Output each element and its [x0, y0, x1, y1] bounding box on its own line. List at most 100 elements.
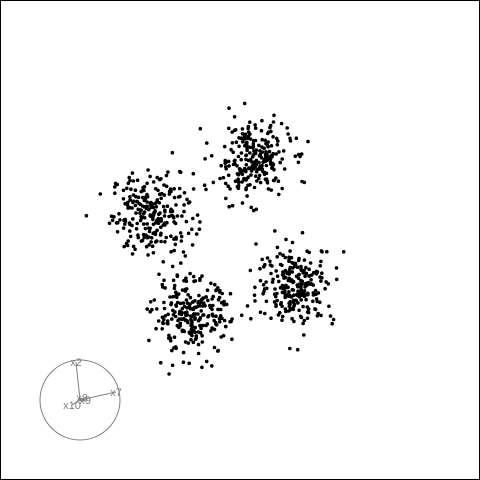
scatter-point	[284, 309, 288, 314]
axes-unit-circle	[39, 359, 121, 441]
scatter-point	[169, 234, 173, 238]
scatter-point	[113, 185, 117, 189]
scatter-point	[179, 234, 184, 239]
scatter-point	[274, 269, 279, 273]
scatter-point	[229, 147, 233, 152]
scatter-point	[190, 227, 194, 232]
scatter-point	[231, 150, 235, 155]
scatter-point	[172, 286, 177, 291]
scatter-point	[224, 196, 228, 201]
scatter-point	[133, 247, 137, 252]
scatter-point	[171, 278, 176, 283]
scatter-point	[143, 226, 148, 231]
scatter-point	[209, 154, 214, 158]
scatter-point	[178, 321, 183, 326]
scatter-point	[156, 319, 161, 323]
scatter-point	[260, 150, 265, 154]
scatter-point	[210, 364, 214, 368]
scatter-point	[264, 171, 269, 175]
scatter-point	[163, 286, 167, 290]
scatter-point	[178, 301, 183, 306]
scatter-point	[222, 144, 227, 149]
scatter-point	[183, 287, 188, 292]
scatter-point	[234, 140, 239, 144]
scatter-point	[264, 155, 268, 159]
axis-line-x2	[75, 361, 81, 401]
scatter-point	[212, 345, 217, 350]
scatter-point	[177, 325, 181, 330]
scatter-point	[246, 126, 250, 131]
scatter-point	[169, 302, 173, 307]
scatter-point	[271, 162, 276, 167]
scatter-point	[129, 187, 133, 191]
scatter-point	[275, 143, 280, 147]
scatter-point	[260, 257, 265, 262]
scatter-point	[296, 276, 301, 281]
scatter-point	[196, 319, 201, 323]
scatter-point	[187, 361, 191, 366]
scatter-point	[263, 138, 267, 143]
axis-label-x8: x8	[76, 393, 88, 405]
scatter-point	[309, 282, 314, 286]
scatter-point	[115, 230, 120, 234]
scatter-point	[201, 313, 206, 317]
scatter-point	[303, 274, 307, 279]
scatter-point	[193, 279, 198, 283]
scatter-point	[204, 187, 208, 192]
scatter-point	[288, 249, 292, 253]
scatter-point	[298, 154, 302, 159]
scatter-point	[200, 365, 204, 370]
scatter-point	[270, 280, 275, 284]
scatter-point	[152, 298, 157, 302]
scatter-point	[301, 271, 306, 275]
scatter-point	[178, 170, 183, 175]
scatter-point	[295, 347, 300, 352]
scatter-point	[172, 335, 177, 340]
scatter-point	[257, 160, 261, 165]
scatter-point	[280, 157, 285, 161]
scatter-point	[268, 123, 273, 128]
axis-line-x7	[79, 391, 117, 401]
scatter-point	[162, 193, 167, 197]
axis-line-x3	[79, 399, 82, 402]
scatter-point	[240, 172, 245, 176]
scatter-point	[114, 221, 119, 225]
scatter-point	[309, 278, 313, 282]
scatter-point	[208, 303, 212, 308]
scatter-point	[186, 201, 191, 205]
scatter-point	[244, 163, 249, 167]
scatter-point	[264, 163, 269, 168]
scatter-point	[273, 229, 277, 233]
scatter-point	[255, 167, 260, 172]
scatter-point	[161, 321, 165, 326]
scatter-point	[302, 180, 307, 185]
scatter-point	[216, 298, 221, 302]
scatter-point	[161, 260, 165, 264]
scatter-point	[331, 317, 336, 322]
scatter-point	[148, 309, 152, 314]
scatter-point	[158, 233, 163, 237]
scatter-point	[266, 130, 271, 134]
scatter-point	[192, 312, 196, 316]
scatter-point	[270, 264, 274, 268]
scatter-point	[244, 187, 248, 192]
scatter-point	[257, 173, 262, 178]
scatter-point	[185, 319, 189, 323]
scatter-point	[198, 220, 202, 224]
scatter-point	[149, 240, 153, 244]
scatter-point	[147, 207, 151, 212]
scatter-point	[341, 250, 346, 254]
scatter-point	[171, 308, 175, 313]
scatter-point	[127, 175, 131, 180]
scatter-point	[218, 176, 222, 181]
scatter-point	[191, 216, 195, 221]
scatter-point	[291, 261, 296, 266]
scatter-point	[252, 160, 256, 165]
scatter-point	[313, 288, 318, 293]
scatter-point	[139, 239, 144, 243]
scatter-point	[279, 301, 284, 305]
scatter-point	[145, 222, 149, 226]
scatter-point	[174, 304, 179, 308]
scatter-point	[291, 266, 295, 270]
scatter-point	[191, 187, 196, 191]
